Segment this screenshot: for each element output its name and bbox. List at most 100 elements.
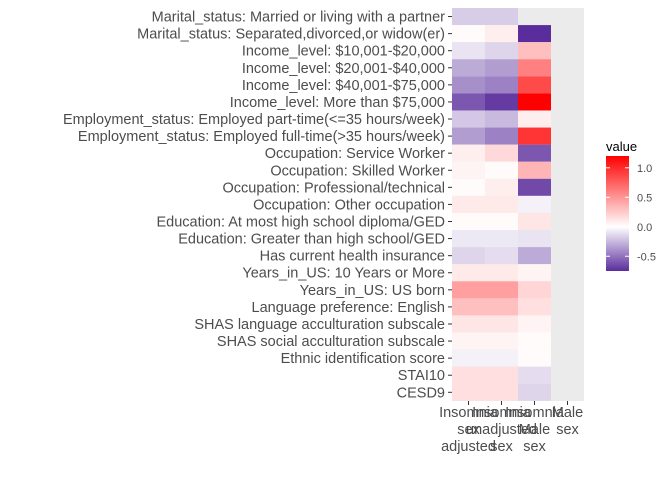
heatmap-cell [518,93,551,111]
heatmap-cell [518,195,551,213]
column-label: Insomnia Male sex [505,405,565,455]
column-label-line: adjusted [441,439,496,455]
column-label-line: sex [490,439,513,455]
heatmap-cell [452,332,485,350]
legend-colorbar [606,156,629,271]
heatmap-cell [452,264,485,282]
row-label: Income_level: $40,001-$75,000 [242,78,445,94]
heatmap-cell [452,8,485,26]
heatmap-cell [452,178,485,196]
heatmap-cell [452,383,485,401]
column-label-line: Insomnia [472,405,532,421]
heatmap-cell [485,230,518,248]
row-label: STAI10 [398,368,445,384]
heatmap-cell [485,349,518,367]
row-label: Occupation: Service Worker [265,146,445,162]
heatmap-cell [518,332,551,350]
heatmap-cell [518,281,551,299]
heatmap-cell [485,76,518,94]
heatmap-cell [518,59,551,77]
heatmap-cell [452,127,485,145]
column-label: Insomnia sex adjusted [439,405,499,455]
column-label-line: Male [519,422,550,438]
heatmap-cell [518,76,551,94]
heatmap-cell [518,383,551,401]
heatmap-cell [518,42,551,60]
legend-tick-label: -0.5 [637,251,656,263]
legend-tick-label: 0.0 [637,222,652,234]
heatmap-cell [452,76,485,94]
heatmap-cell [485,366,518,384]
heatmap-cell [485,127,518,145]
row-label: Income_level: $10,001-$20,000 [242,44,445,60]
heatmap-cell [485,59,518,77]
heatmap-cell [452,230,485,248]
legend-tick-label: 0.5 [637,192,652,204]
heatmap-cell [452,349,485,367]
heatmap-cell [518,161,551,179]
heatmap-cell [518,230,551,248]
heatmap-cell [452,195,485,213]
heatmap-cell [485,144,518,162]
heatmap-cell [485,264,518,282]
heatmap-cell [518,366,551,384]
heatmap-cell [518,315,551,333]
heatmap-cell [485,42,518,60]
column-label-line: sex [556,422,579,438]
heatmap-cell [452,366,485,384]
row-label: Has current health insurance [260,249,445,265]
heatmap-cell [452,161,485,179]
column-label-line: Male [552,405,583,421]
heatmap-cell [485,212,518,231]
legend-title: value [606,139,637,154]
heatmap-cell [518,127,551,145]
heatmap-cell [452,42,485,60]
row-label: Marital_status: Separated,divorced,or wi… [137,27,445,43]
row-label: SHAS language acculturation subscale [194,317,445,333]
heatmap-cell [485,93,518,111]
column-label-line: Insomnia [439,405,499,421]
row-label: Income_level: More than $75,000 [230,95,445,111]
heatmap-cell [518,212,551,231]
heatmap-cell [518,298,551,316]
heatmap-cell [485,110,518,128]
heatmap-cell [452,93,485,111]
heatmap-cell [485,178,518,196]
row-label: Marital_status: Married or living with a… [152,10,446,26]
row-label: Years_in_US: 10 Years or More [242,266,445,282]
heatmap-cells [452,8,551,401]
heatmap-cell [452,315,485,333]
column-label: Male sex [552,405,583,438]
heatmap-cell [485,195,518,213]
heatmap-cell [452,25,485,43]
heatmap-cell [485,281,518,299]
heatmap-cell [518,349,551,367]
heatmap-cell [452,110,485,128]
row-label: Employment_status: Employed full-time(>3… [78,129,445,145]
heatmap-cell [485,298,518,316]
heatmap-cell [485,332,518,350]
heatmap-cell [485,8,518,26]
heatmap-cell [485,161,518,179]
row-label: Occupation: Other occupation [253,197,445,213]
heatmap-cell [518,110,551,128]
row-label: SHAS social acculturation subscale [217,334,445,350]
heatmap-cell [452,144,485,162]
heatmap-cell [485,247,518,265]
heatmap-cell [452,247,485,265]
row-label: CESD9 [397,385,445,401]
row-label: Education: Greater than high school/GED [178,232,445,248]
y-axis-labels: Marital_status: Married or living with a… [63,10,452,401]
row-label: Language preference: English [252,300,445,316]
heatmap-cell [518,264,551,282]
column-label-line: sex [523,439,546,455]
legend-tick-label: 1.0 [637,163,652,175]
column-label-line: unadjusted [466,422,537,438]
column-label: Insomnia unadjusted sex [466,405,537,455]
column-label-line: Insomnia [505,405,565,421]
heatmap-cell [485,383,518,401]
row-label: Occupation: Professional/technical [223,180,445,196]
